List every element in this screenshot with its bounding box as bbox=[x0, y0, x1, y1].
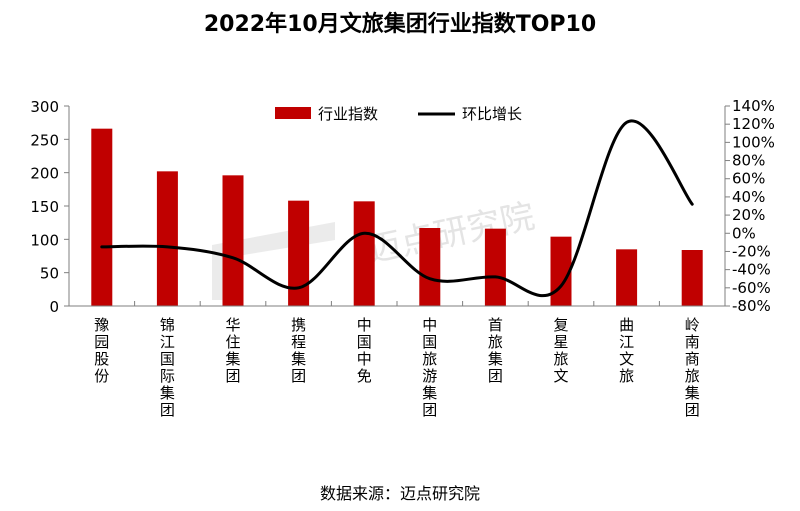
right-tick-label: 100% bbox=[732, 133, 775, 151]
bar-6 bbox=[419, 228, 441, 306]
chart-title: 2022年10月文旅集团行业指数TOP10 bbox=[203, 12, 597, 37]
right-tick-label: 0% bbox=[732, 224, 756, 242]
bar-9 bbox=[616, 249, 638, 306]
category-label: 曲江文旅 bbox=[619, 316, 634, 385]
left-tick-label: 50 bbox=[40, 265, 59, 283]
right-tick-label: -40% bbox=[732, 261, 771, 279]
category-label: 锦江国际集团 bbox=[160, 316, 175, 419]
right-tick-label: 80% bbox=[732, 152, 765, 170]
bar-3 bbox=[222, 175, 244, 306]
left-tick-label: 200 bbox=[30, 165, 59, 183]
category-label: 首旅集团 bbox=[488, 316, 503, 385]
data-source-note: 数据来源：迈点研究院 bbox=[319, 484, 480, 503]
left-tick-label: 0 bbox=[49, 298, 59, 316]
right-tick-label: 60% bbox=[732, 170, 765, 188]
bar-4 bbox=[288, 200, 310, 306]
category-label: 豫园股份 bbox=[94, 316, 109, 385]
bar-10 bbox=[681, 250, 703, 306]
legend-bar-swatch bbox=[275, 107, 311, 119]
legend-line-label: 环比增长 bbox=[462, 105, 522, 123]
category-label: 中国中免 bbox=[357, 316, 372, 385]
left-tick-label: 250 bbox=[30, 131, 59, 149]
right-tick-label: 140% bbox=[732, 97, 775, 115]
bar-5 bbox=[353, 201, 375, 306]
left-tick-label: 300 bbox=[30, 98, 59, 116]
left-tick-label: 100 bbox=[30, 231, 59, 249]
watermark-text: 迈点研究院 bbox=[364, 196, 539, 270]
right-tick-label: -20% bbox=[732, 242, 771, 260]
right-tick-label: -60% bbox=[732, 279, 771, 297]
category-label: 携程集团 bbox=[291, 316, 306, 385]
bar-2 bbox=[156, 171, 178, 306]
bar-7 bbox=[484, 228, 506, 306]
right-tick-label: 40% bbox=[732, 188, 765, 206]
bar-1 bbox=[91, 128, 113, 306]
category-label: 华住集团 bbox=[225, 316, 240, 385]
category-label: 岭南商旅集团 bbox=[685, 316, 700, 419]
left-tick-label: 150 bbox=[30, 198, 59, 216]
category-label: 复星旅文 bbox=[553, 316, 568, 385]
growth-line bbox=[100, 119, 694, 298]
right-tick-label: 120% bbox=[732, 115, 775, 133]
legend-bar-label: 行业指数 bbox=[318, 105, 378, 123]
bar-8 bbox=[550, 236, 572, 306]
right-tick-label: 20% bbox=[732, 206, 765, 224]
category-label: 中国旅游集团 bbox=[422, 316, 437, 419]
right-tick-label: -80% bbox=[732, 297, 771, 315]
